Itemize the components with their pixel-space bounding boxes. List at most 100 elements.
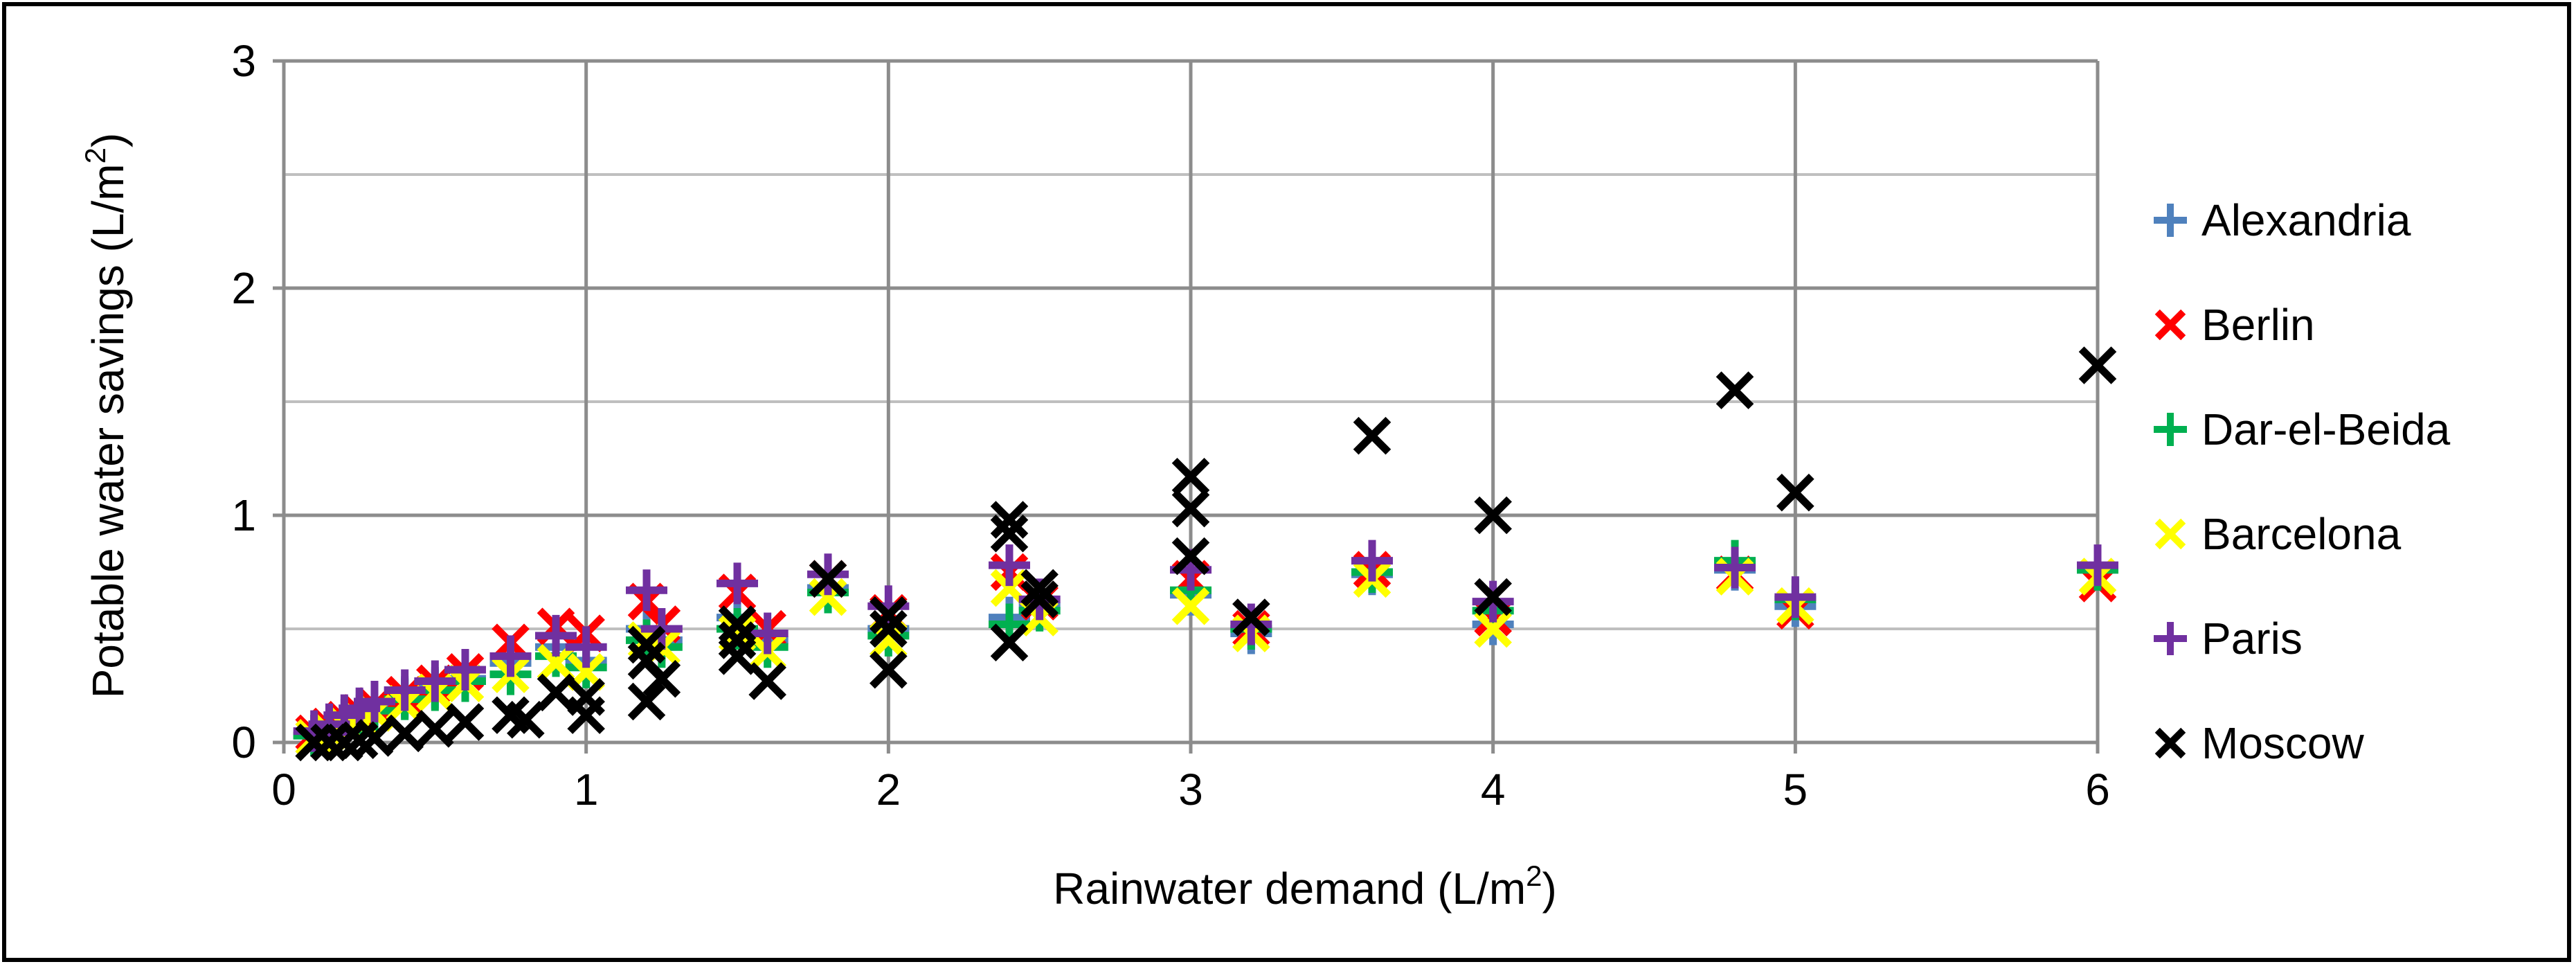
x-marker-b [1474, 578, 1512, 616]
x-marker-b [809, 560, 847, 598]
data-point [384, 669, 426, 711]
data-point [1171, 587, 1210, 625]
data-point [1776, 473, 1814, 512]
legend-label: Paris [2201, 614, 2303, 663]
x-marker-b [1232, 598, 1270, 636]
data-point [989, 544, 1030, 587]
legend-marker [2154, 413, 2187, 446]
x-marker-b [2154, 727, 2186, 759]
legend-item: Berlin [2154, 300, 2315, 350]
data-point [718, 637, 757, 675]
data-point [1774, 576, 1817, 618]
x-marker-b [1171, 537, 1210, 576]
x-marker-b [416, 710, 454, 748]
grid [284, 59, 2100, 742]
x-marker-b [718, 637, 757, 675]
series-moscow [295, 346, 2117, 762]
data-point [489, 635, 532, 677]
axes [273, 59, 2100, 754]
legend-label: Moscow [2201, 718, 2365, 768]
x-tick-label: 5 [1783, 765, 1808, 814]
x-marker-b [386, 714, 424, 753]
legend-marker [2154, 622, 2187, 655]
x-tick-label: 1 [574, 765, 599, 814]
x-marker-b [355, 719, 394, 757]
x-marker-b [567, 678, 605, 716]
data-point [627, 625, 666, 664]
data-point [1474, 578, 1512, 616]
x-marker-b [310, 723, 348, 762]
x-marker-b [870, 609, 908, 648]
x-marker-b [1776, 473, 1814, 512]
data-point [2077, 544, 2118, 587]
data-point [1715, 371, 1754, 409]
y-axis-title: Potable water savings (L/m2) [79, 133, 133, 699]
data-point [535, 614, 577, 657]
data-point [1353, 416, 1391, 455]
data-point [990, 501, 1029, 539]
x-marker-b [718, 621, 757, 659]
data-point [1351, 540, 1393, 582]
x-tick-label: 6 [2085, 765, 2110, 814]
data-point [748, 662, 786, 700]
x-marker-b [627, 682, 666, 721]
x-marker-b [1020, 580, 1059, 618]
data-point [446, 703, 485, 741]
data-point [642, 659, 681, 698]
x-marker-b [990, 501, 1029, 539]
data-point [416, 710, 454, 748]
x-marker-b [748, 662, 786, 700]
data-point [567, 678, 605, 716]
data-point [627, 682, 666, 721]
data-point [355, 719, 394, 757]
tick-labels: 0 1 2 3 4 5 6 0 1 2 3 [231, 36, 2109, 814]
x-marker-b [870, 650, 908, 689]
data-point [626, 569, 667, 612]
legend-item: Barcelona [2154, 509, 2402, 559]
data-point [507, 700, 545, 739]
x-marker-b [1171, 457, 1210, 496]
x-marker-b [2154, 518, 2186, 550]
x-marker-b [492, 696, 530, 734]
y-tick-label: 2 [231, 263, 256, 313]
legend-marker [2154, 309, 2186, 341]
x-marker-b [718, 605, 757, 643]
x-marker-b [870, 596, 908, 634]
data-point [870, 650, 908, 689]
legend-label: Berlin [2201, 300, 2315, 350]
data-point [1171, 489, 1210, 528]
x-marker-b [627, 641, 666, 680]
data-point [990, 514, 1029, 553]
x-marker-b [1474, 496, 1512, 535]
x-marker-b [1474, 609, 1512, 648]
legend-item: Dar-el-Beida [2154, 404, 2451, 454]
x-marker-b [1171, 587, 1210, 625]
data-point [1171, 537, 1210, 576]
data-point [354, 680, 395, 722]
x-marker-b [1020, 569, 1059, 607]
data-point [718, 621, 757, 659]
x-tick-label: 3 [1178, 765, 1203, 814]
legend-item: Paris [2154, 614, 2303, 663]
legend-marker [2154, 518, 2186, 550]
data-point [310, 723, 348, 762]
y-tick-label: 1 [231, 490, 256, 540]
x-marker-b [990, 623, 1029, 661]
x-marker-b [1353, 416, 1391, 455]
x-axis-title: Rainwater demand (L/m2) [1053, 859, 1557, 914]
legend-label: Dar-el-Beida [2201, 404, 2451, 454]
x-marker-b [446, 703, 485, 741]
legend-label: Alexandria [2201, 195, 2411, 245]
data-point [2078, 346, 2117, 384]
x-marker-b [2078, 346, 2117, 384]
x-marker-b [990, 514, 1029, 553]
x-tick-label: 2 [876, 765, 901, 814]
x-marker-b [295, 723, 333, 762]
legend-marker [2154, 204, 2187, 237]
data-point [809, 560, 847, 598]
data-points [293, 346, 2118, 762]
legend: Alexandria Berlin Dar-el-Beida Barcelona Par… [2154, 195, 2451, 768]
